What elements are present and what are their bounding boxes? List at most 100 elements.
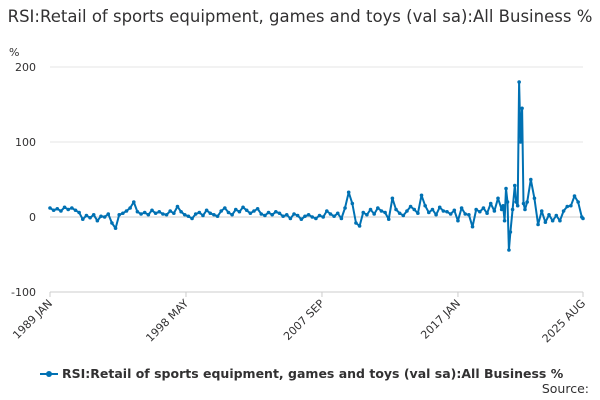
data-point: [284, 212, 289, 217]
data-point: [550, 218, 555, 223]
data-point: [339, 216, 344, 221]
data-point: [91, 212, 96, 217]
data-point: [161, 212, 165, 216]
data-point: [77, 210, 81, 215]
data-point: [106, 212, 111, 216]
x-tick-label: 2007 SEP: [281, 297, 327, 343]
data-point: [252, 209, 256, 213]
data-point: [521, 201, 526, 206]
data-point: [62, 205, 67, 210]
data-point: [427, 210, 431, 215]
data-point: [485, 211, 489, 216]
data-point: [59, 209, 63, 213]
data-point: [70, 206, 74, 210]
data-point: [117, 212, 122, 217]
data-point: [456, 218, 460, 223]
data-point: [512, 183, 517, 188]
data-point: [408, 204, 413, 209]
data-point: [397, 211, 402, 216]
data-point: [190, 216, 194, 221]
data-point: [270, 212, 274, 217]
data-point: [357, 224, 362, 228]
data-point: [288, 216, 293, 221]
data-point: [131, 200, 136, 204]
series-line: [49, 81, 584, 251]
data-point: [303, 214, 307, 219]
y-tick-label: 200: [15, 61, 36, 74]
y-tick-label: 100: [15, 136, 36, 149]
axes: % -100 0 100 200 1989 JAN 1998 MAY 2007 SEP 2017…: [9, 46, 588, 345]
data-point: [505, 200, 510, 204]
x-tick-label: 2017 JAN: [418, 297, 463, 342]
data-point: [383, 210, 387, 215]
data-point: [539, 209, 544, 213]
data-point: [448, 212, 453, 216]
data-point: [197, 210, 202, 215]
data-point: [525, 200, 529, 204]
data-point: [55, 206, 60, 211]
data-point: [528, 177, 533, 182]
data-point: [325, 209, 329, 213]
data-point: [66, 207, 71, 212]
data-point: [124, 209, 129, 213]
data-point: [488, 201, 493, 206]
data-point: [492, 209, 497, 213]
data-point: [416, 211, 420, 216]
data-point: [510, 207, 515, 212]
data-point: [292, 212, 296, 216]
data-point: [113, 226, 118, 231]
data-point: [110, 221, 114, 225]
data-point: [168, 209, 172, 213]
data-point: [215, 214, 220, 219]
x-tick-label: 1998 MAY: [143, 297, 191, 345]
series-line-layer: [49, 81, 584, 251]
data-point: [153, 211, 158, 216]
data-point: [419, 193, 424, 198]
data-point: [233, 207, 238, 212]
data-point: [48, 206, 52, 210]
data-point: [499, 207, 504, 212]
data-point: [310, 215, 315, 219]
data-point: [201, 213, 205, 218]
data-point: [372, 212, 376, 216]
data-point: [328, 212, 333, 216]
data-point: [219, 209, 223, 213]
data-point: [445, 209, 449, 214]
data-point: [376, 206, 380, 210]
data-point: [379, 209, 384, 213]
data-point: [164, 212, 169, 217]
data-point: [277, 211, 282, 216]
data-point: [172, 211, 176, 216]
x-tick-label: 1989 JAN: [10, 297, 55, 342]
data-point: [518, 140, 523, 144]
data-point: [314, 216, 318, 221]
data-point: [299, 217, 304, 222]
data-point: [467, 212, 471, 217]
data-point: [321, 215, 325, 219]
data-point: [561, 209, 566, 213]
data-point: [515, 203, 520, 208]
data-point: [434, 212, 438, 217]
data-point: [543, 220, 548, 225]
grid-lines: [50, 66, 583, 293]
data-point: [430, 207, 435, 212]
data-point: [558, 218, 562, 223]
data-point: [146, 212, 151, 217]
data-point: [520, 106, 524, 111]
data-point: [332, 214, 336, 219]
data-point: [255, 206, 260, 211]
chart-title: RSI:Retail of sports equipment, games an…: [7, 7, 593, 26]
data-point: [386, 217, 391, 222]
data-point: [135, 209, 140, 214]
data-point: [405, 209, 409, 213]
data-point: [186, 214, 191, 219]
data-point: [244, 208, 249, 213]
y-tick-label: -100: [11, 286, 36, 299]
data-point: [523, 207, 527, 212]
data-point: [350, 201, 355, 206]
data-point: [51, 208, 56, 213]
data-point: [412, 207, 417, 212]
data-point: [496, 196, 500, 201]
data-point: [204, 208, 209, 213]
